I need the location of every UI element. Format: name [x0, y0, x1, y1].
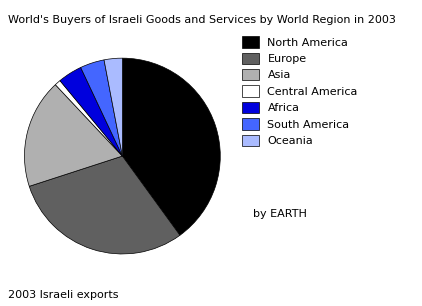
- Wedge shape: [60, 68, 122, 156]
- Wedge shape: [104, 58, 122, 156]
- Text: by EARTH: by EARTH: [253, 209, 307, 219]
- Wedge shape: [81, 60, 122, 156]
- Wedge shape: [24, 85, 122, 186]
- Legend: North America, Europe, Asia, Central America, Africa, South America, Oceania: North America, Europe, Asia, Central Ame…: [242, 36, 358, 146]
- Text: World's Buyers of Israeli Goods and Services by World Region in 2003: World's Buyers of Israeli Goods and Serv…: [8, 15, 396, 25]
- Wedge shape: [122, 58, 220, 235]
- Wedge shape: [55, 80, 122, 156]
- Wedge shape: [29, 156, 180, 254]
- Text: 2003 Israeli exports: 2003 Israeli exports: [8, 290, 119, 300]
